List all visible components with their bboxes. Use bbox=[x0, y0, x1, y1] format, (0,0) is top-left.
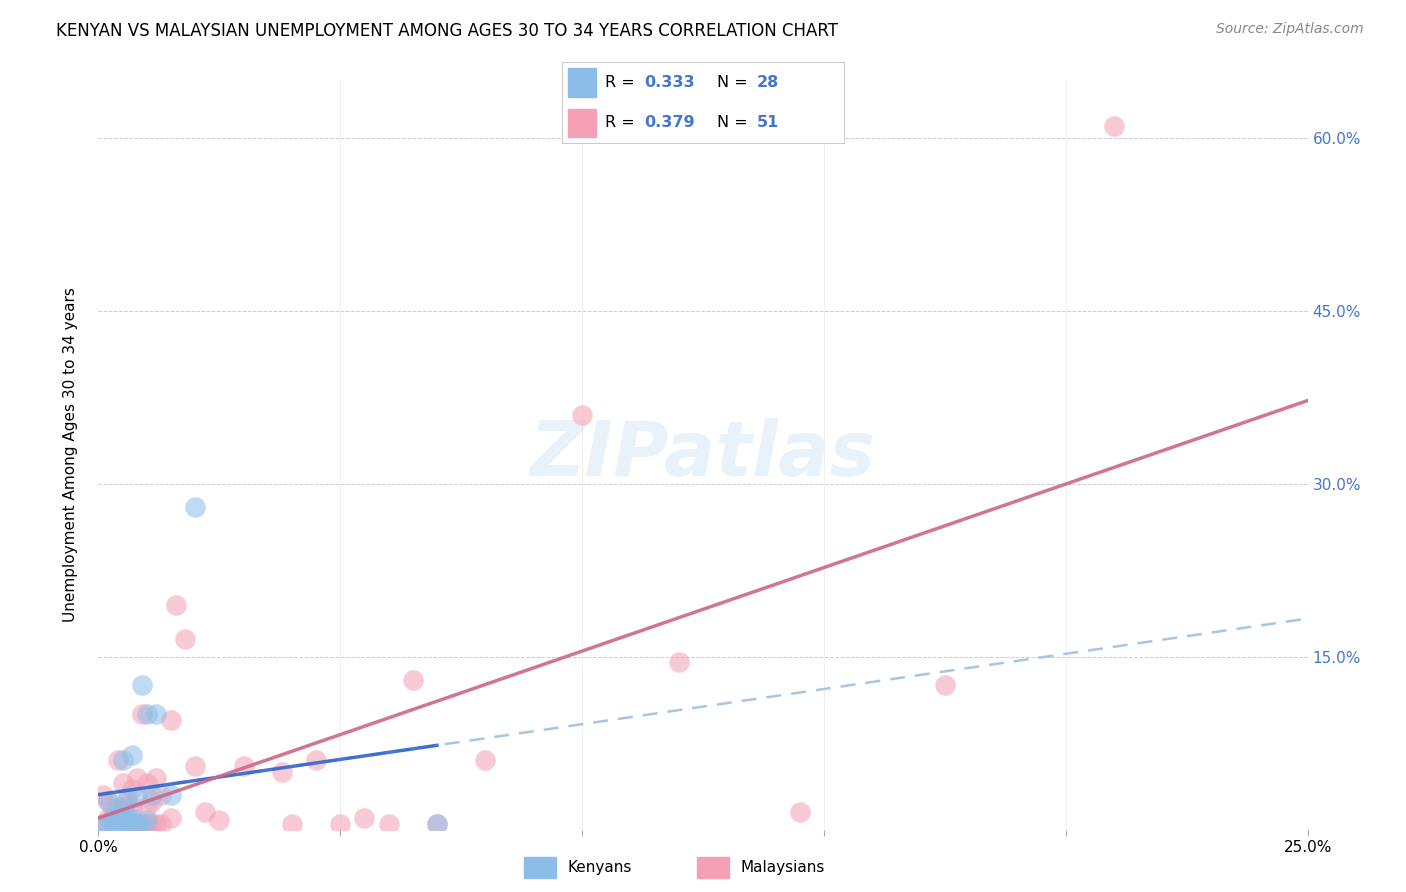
Point bbox=[135, 776, 157, 790]
Point bbox=[131, 678, 153, 692]
Point bbox=[111, 776, 134, 790]
Text: R =: R = bbox=[605, 75, 640, 90]
Point bbox=[107, 799, 129, 814]
Bar bbox=[568, 109, 596, 136]
Text: 51: 51 bbox=[756, 115, 779, 130]
Point bbox=[101, 811, 124, 825]
Point bbox=[141, 817, 163, 831]
Point bbox=[135, 799, 157, 814]
Point bbox=[117, 794, 139, 808]
Point bbox=[97, 811, 120, 825]
Text: ZIPatlas: ZIPatlas bbox=[530, 418, 876, 491]
Point bbox=[117, 790, 139, 805]
Point bbox=[145, 817, 167, 831]
Point bbox=[402, 673, 425, 687]
Point bbox=[121, 747, 143, 762]
Point bbox=[145, 771, 167, 785]
Text: KENYAN VS MALAYSIAN UNEMPLOYMENT AMONG AGES 30 TO 34 YEARS CORRELATION CHART: KENYAN VS MALAYSIAN UNEMPLOYMENT AMONG A… bbox=[56, 22, 838, 40]
Y-axis label: Unemployment Among Ages 30 to 34 years: Unemployment Among Ages 30 to 34 years bbox=[63, 287, 77, 623]
Point bbox=[91, 817, 114, 831]
Point bbox=[107, 753, 129, 767]
Point bbox=[426, 817, 449, 831]
Point bbox=[135, 814, 157, 828]
Point bbox=[127, 771, 149, 785]
Point bbox=[111, 805, 134, 820]
Point bbox=[934, 678, 956, 692]
Point bbox=[281, 817, 304, 831]
Point bbox=[107, 811, 129, 825]
Point bbox=[141, 794, 163, 808]
Point bbox=[232, 759, 254, 773]
Point bbox=[184, 759, 207, 773]
Point bbox=[91, 788, 114, 802]
Text: Malaysians: Malaysians bbox=[741, 860, 825, 875]
Text: N =: N = bbox=[717, 75, 754, 90]
Point bbox=[184, 500, 207, 514]
Point bbox=[111, 814, 134, 828]
Point bbox=[160, 788, 183, 802]
Point bbox=[131, 817, 153, 831]
Point bbox=[121, 817, 143, 831]
Point bbox=[174, 632, 197, 647]
Point bbox=[127, 817, 149, 831]
Point bbox=[121, 782, 143, 797]
Text: Source: ZipAtlas.com: Source: ZipAtlas.com bbox=[1216, 22, 1364, 37]
Point bbox=[121, 799, 143, 814]
Point bbox=[150, 788, 173, 802]
Point bbox=[127, 790, 149, 805]
Point bbox=[789, 805, 811, 820]
Point bbox=[194, 805, 217, 820]
Point bbox=[135, 817, 157, 831]
Point bbox=[117, 808, 139, 822]
Point bbox=[127, 817, 149, 831]
Point bbox=[329, 817, 352, 831]
Text: 28: 28 bbox=[756, 75, 779, 90]
Text: 0.379: 0.379 bbox=[644, 115, 695, 130]
Point bbox=[91, 817, 114, 831]
Point bbox=[135, 707, 157, 722]
Point bbox=[150, 817, 173, 831]
Point bbox=[160, 811, 183, 825]
Point bbox=[141, 788, 163, 802]
Point bbox=[101, 811, 124, 825]
Point bbox=[97, 794, 120, 808]
Point bbox=[111, 753, 134, 767]
Bar bbox=[697, 856, 728, 879]
Point bbox=[121, 811, 143, 825]
Bar bbox=[524, 856, 555, 879]
Point bbox=[1102, 120, 1125, 134]
Point bbox=[426, 817, 449, 831]
Point bbox=[117, 817, 139, 831]
Point bbox=[97, 794, 120, 808]
Point bbox=[165, 598, 187, 612]
Point bbox=[101, 802, 124, 816]
Text: R =: R = bbox=[605, 115, 640, 130]
Point bbox=[111, 799, 134, 814]
Point bbox=[474, 753, 496, 767]
Point bbox=[377, 817, 399, 831]
Text: 0.333: 0.333 bbox=[644, 75, 695, 90]
Point bbox=[668, 656, 690, 670]
Point bbox=[97, 819, 120, 833]
Point bbox=[305, 753, 328, 767]
Text: N =: N = bbox=[717, 115, 754, 130]
Point bbox=[208, 814, 231, 828]
Point bbox=[131, 707, 153, 722]
Point bbox=[107, 811, 129, 825]
Point bbox=[271, 764, 294, 779]
Text: Kenyans: Kenyans bbox=[568, 860, 631, 875]
Point bbox=[111, 811, 134, 825]
Bar bbox=[568, 69, 596, 96]
Point bbox=[571, 408, 593, 422]
Point bbox=[101, 817, 124, 831]
Point bbox=[160, 713, 183, 727]
Point bbox=[121, 817, 143, 831]
Point bbox=[107, 817, 129, 831]
Point bbox=[131, 817, 153, 831]
Point bbox=[145, 707, 167, 722]
Point bbox=[353, 811, 375, 825]
Point bbox=[117, 811, 139, 825]
